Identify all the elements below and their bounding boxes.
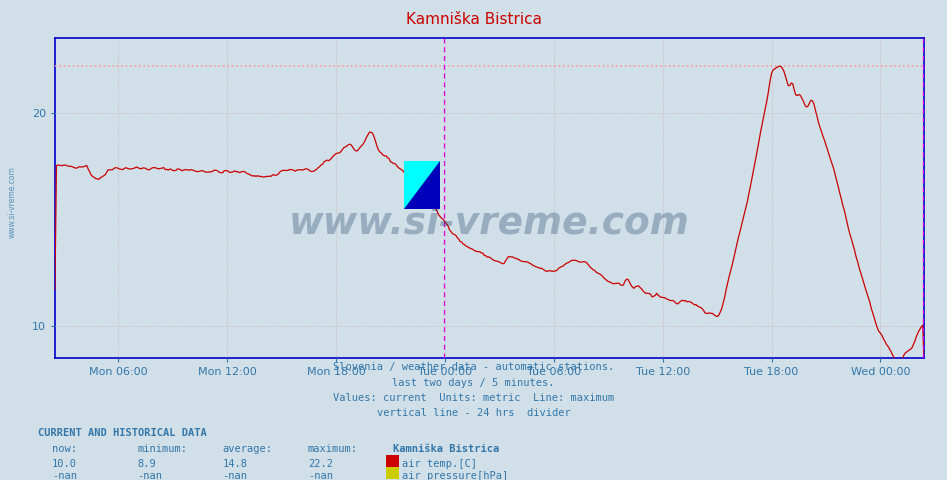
Text: maximum:: maximum:: [308, 444, 358, 455]
Text: minimum:: minimum:: [137, 444, 188, 455]
Text: average:: average:: [223, 444, 273, 455]
Text: 10.0: 10.0: [52, 459, 77, 469]
Text: air pressure[hPa]: air pressure[hPa]: [402, 471, 508, 480]
Text: -nan: -nan: [52, 471, 77, 480]
Polygon shape: [404, 161, 440, 209]
Text: air temp.[C]: air temp.[C]: [402, 459, 476, 469]
Text: www.si-vreme.com: www.si-vreme.com: [289, 205, 690, 241]
Text: 22.2: 22.2: [308, 459, 332, 469]
Text: -nan: -nan: [137, 471, 162, 480]
Text: -nan: -nan: [308, 471, 332, 480]
Text: Slovenia / weather data - automatic stations.: Slovenia / weather data - automatic stat…: [333, 362, 614, 372]
Text: -nan: -nan: [223, 471, 247, 480]
Text: www.si-vreme.com: www.si-vreme.com: [8, 166, 17, 238]
Text: last two days / 5 minutes.: last two days / 5 minutes.: [392, 378, 555, 388]
Text: Kamniška Bistrica: Kamniška Bistrica: [405, 12, 542, 27]
Text: vertical line - 24 hrs  divider: vertical line - 24 hrs divider: [377, 408, 570, 419]
Polygon shape: [404, 161, 440, 209]
Text: 8.9: 8.9: [137, 459, 156, 469]
Text: Kamniška Bistrica: Kamniška Bistrica: [393, 444, 499, 455]
Text: Values: current  Units: metric  Line: maximum: Values: current Units: metric Line: maxi…: [333, 393, 614, 403]
Text: 14.8: 14.8: [223, 459, 247, 469]
Text: now:: now:: [52, 444, 77, 455]
Text: CURRENT AND HISTORICAL DATA: CURRENT AND HISTORICAL DATA: [38, 428, 206, 438]
